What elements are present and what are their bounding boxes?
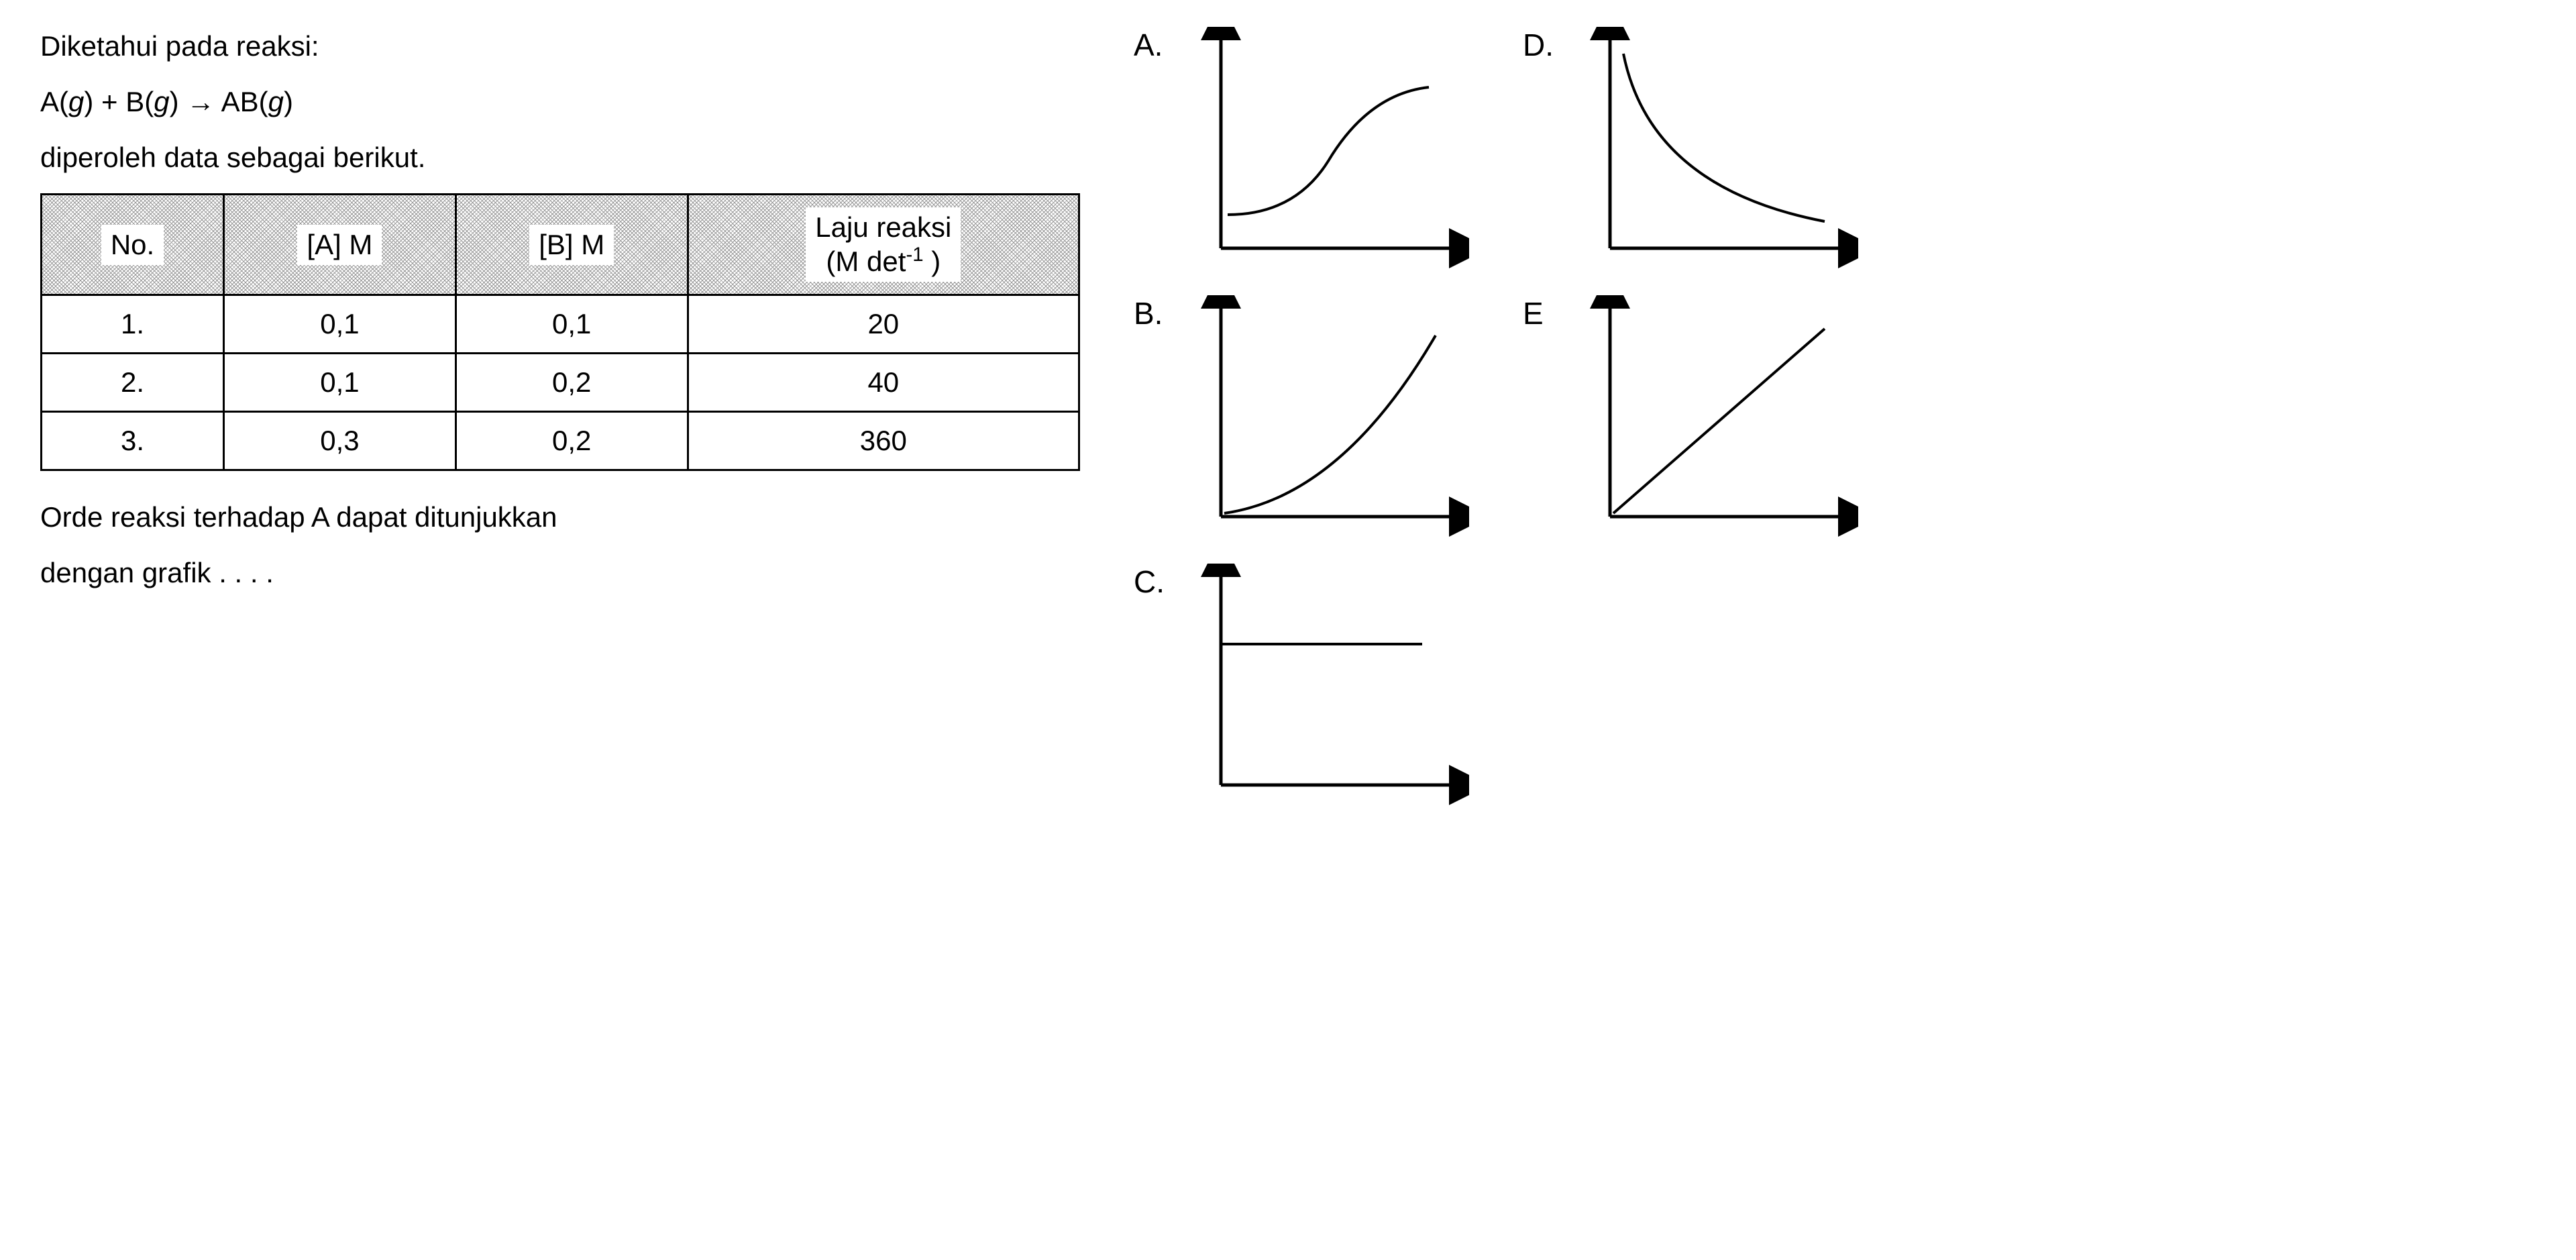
rate-sup: -1 [906, 244, 923, 266]
cell-a: 0,3 [224, 412, 456, 470]
table-header-row: No. [A] M [B] M Laju reaksi (M det-1 ) [42, 195, 1079, 295]
cell-rate: 360 [688, 412, 1079, 470]
cell-rate: 20 [688, 295, 1079, 354]
rate-line1: Laju reaksi [815, 211, 951, 243]
question-line1: Orde reaksi terhadap A dapat ditunjukkan [40, 498, 1080, 537]
cell-b: 0,2 [455, 354, 688, 412]
eq-a: A( [40, 86, 68, 117]
eq-ab: ) + B( [84, 86, 154, 117]
option-d[interactable]: D. [1523, 27, 1858, 268]
option-a[interactable]: A. [1134, 27, 1469, 268]
table-row: 2. 0,1 0,2 40 [42, 354, 1079, 412]
equation-text: A(g) + B(g) → AB(g) [40, 83, 1080, 122]
eq-rhs-g: g [268, 86, 284, 117]
cell-no: 3. [42, 412, 224, 470]
table-row: 3. 0,3 0,2 360 [42, 412, 1079, 470]
eq-b-g: g [154, 86, 169, 117]
option-label-e: E [1523, 295, 1563, 331]
option-label-a: A. [1134, 27, 1174, 63]
eq-rhs: ) → AB( [170, 86, 268, 117]
graph-e-icon [1576, 295, 1858, 537]
cell-rate: 40 [688, 354, 1079, 412]
intro-text: Diketahui pada reaksi: [40, 27, 1080, 66]
eq-a-g: g [68, 86, 84, 117]
graph-d-icon [1576, 27, 1858, 268]
table-row: 1. 0,1 0,1 20 [42, 295, 1079, 354]
option-label-c: C. [1134, 564, 1174, 600]
cell-a: 0,1 [224, 354, 456, 412]
option-e[interactable]: E [1523, 295, 1858, 537]
col-rate: Laju reaksi (M det-1 ) [688, 195, 1079, 295]
question-line2: dengan grafik . . . . [40, 554, 1080, 593]
graph-a-icon [1187, 27, 1469, 268]
col-a: [A] M [224, 195, 456, 295]
data-intro: diperoleh data sebagai berikut. [40, 138, 1080, 178]
graph-b-icon [1187, 295, 1469, 537]
cell-no: 2. [42, 354, 224, 412]
option-b[interactable]: B. [1134, 295, 1469, 537]
cell-a: 0,1 [224, 295, 456, 354]
cell-no: 1. [42, 295, 224, 354]
option-label-d: D. [1523, 27, 1563, 63]
eq-close: ) [284, 86, 293, 117]
option-label-b: B. [1134, 295, 1174, 331]
rate-post: ) [924, 246, 941, 277]
cell-b: 0,2 [455, 412, 688, 470]
option-c[interactable]: C. [1134, 564, 1469, 805]
col-no: No. [42, 195, 224, 295]
data-table: No. [A] M [B] M Laju reaksi (M det-1 ) 1… [40, 193, 1080, 471]
rate-pre: (M det [826, 246, 906, 277]
col-b: [B] M [455, 195, 688, 295]
graph-c-icon [1187, 564, 1469, 805]
cell-b: 0,1 [455, 295, 688, 354]
